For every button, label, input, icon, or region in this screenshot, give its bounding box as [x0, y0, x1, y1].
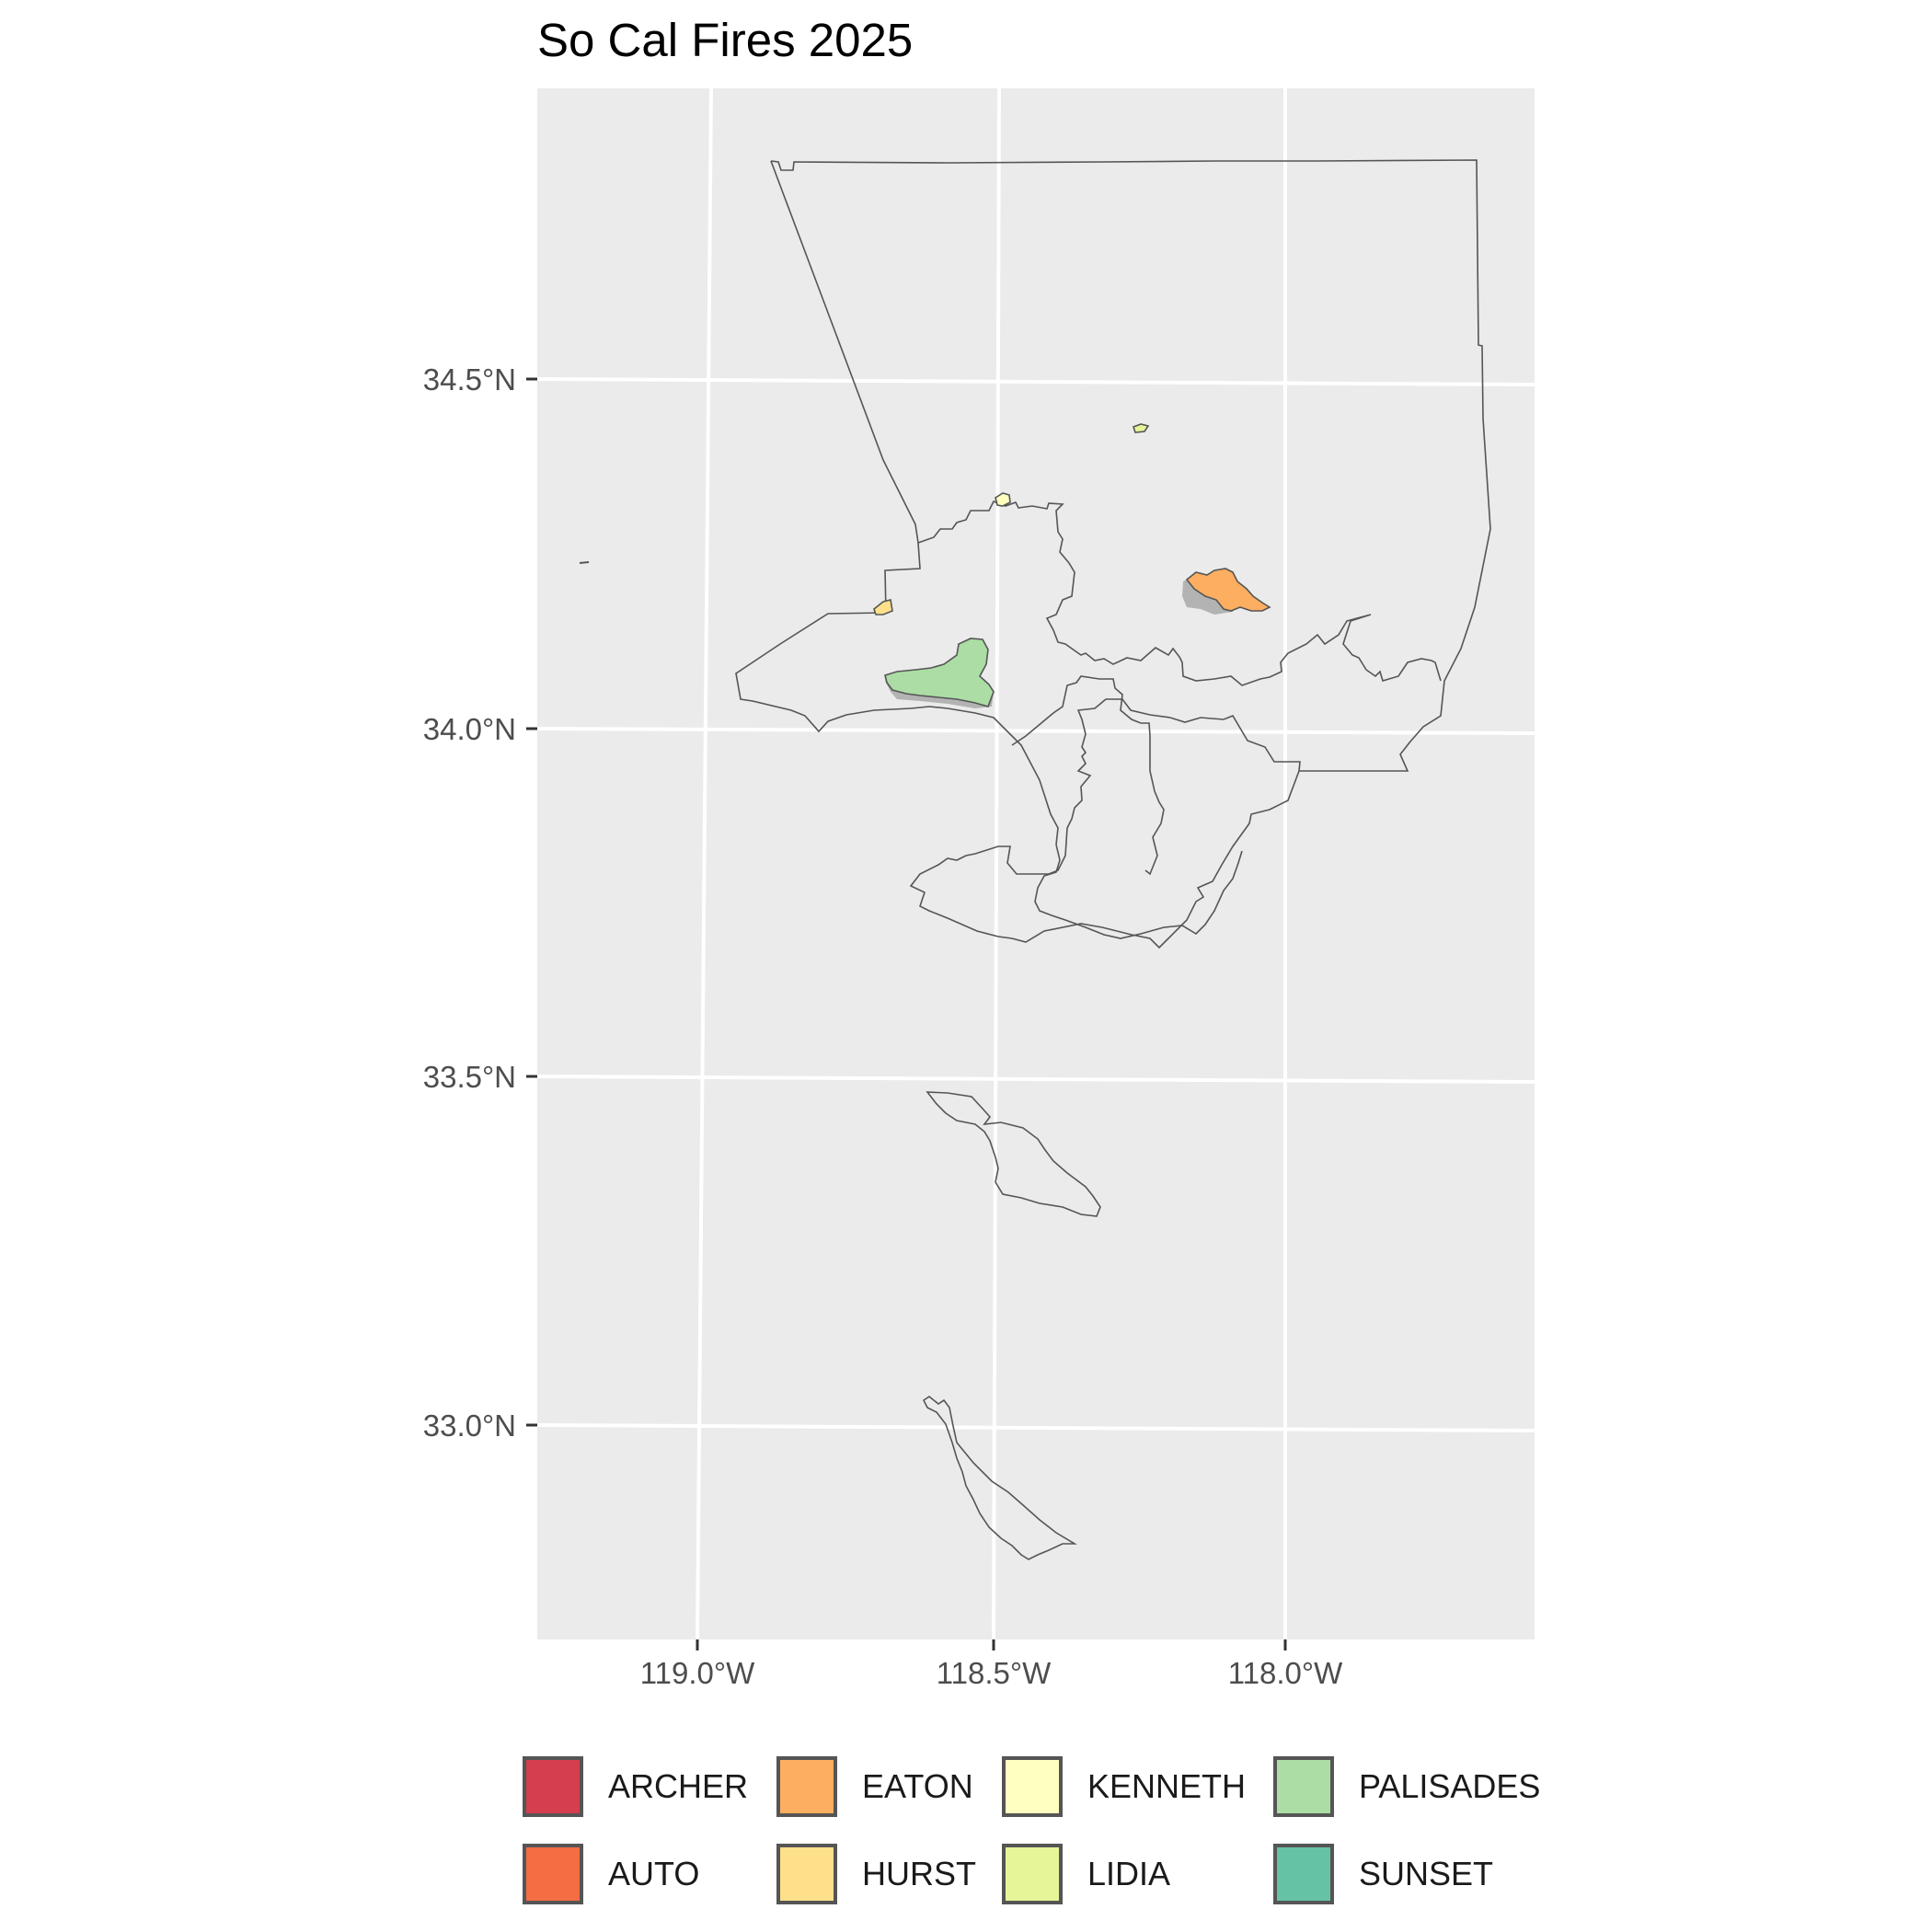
county-boundary-inner-south	[1011, 675, 1165, 876]
legend-swatch	[1002, 1756, 1063, 1817]
legend-swatch	[776, 1756, 837, 1817]
map-panel-background	[537, 88, 1535, 1639]
legend-label: AUTO	[608, 1855, 700, 1892]
y-tick-label: 33.0°N	[423, 1409, 516, 1443]
legend-item-lidia: LIDIA	[1002, 1843, 1170, 1905]
legend-swatch	[776, 1844, 837, 1904]
legend-label: PALISADES	[1359, 1767, 1541, 1805]
graticule	[536, 87, 1535, 1640]
legend-item-archer: ARCHER	[523, 1755, 748, 1818]
graticule-lat-34-5	[536, 377, 1535, 386]
x-tick-label: 118.0°W	[1228, 1656, 1343, 1690]
legend-swatch	[1273, 1844, 1334, 1904]
legend-item-kenneth: KENNETH	[1002, 1755, 1246, 1818]
map-title: So Cal Fires 2025	[537, 14, 914, 66]
legend-item-hurst: HURST	[776, 1843, 976, 1905]
legend-label: ARCHER	[608, 1767, 749, 1805]
county-boundary-inner-north	[917, 500, 1442, 686]
legend-swatch	[1273, 1756, 1334, 1817]
palisades-fire-perimeter	[884, 638, 995, 707]
y-tick-label: 34.5°N	[423, 362, 516, 397]
legend-label: EATON	[862, 1767, 973, 1805]
hurst-fire-perimeter	[873, 599, 893, 615]
santa-catalina-island	[926, 1091, 1101, 1217]
county-boundary-mainland	[770, 159, 1491, 949]
small-island-west	[579, 561, 590, 564]
county-boundary-harbor	[1034, 844, 1243, 939]
y-tick-label: 34.0°N	[423, 712, 516, 746]
san-clemente-island	[922, 1396, 1077, 1560]
kenneth-fire-perimeter	[995, 492, 1011, 507]
legend-swatch	[523, 1844, 583, 1904]
legend-swatch	[1002, 1844, 1063, 1904]
county-boundary-west	[735, 160, 1059, 845]
graticule-lon-118-5	[992, 87, 1001, 1640]
legend-swatch	[523, 1756, 583, 1817]
legend-label: HURST	[862, 1855, 976, 1892]
x-tick-label: 119.0°W	[640, 1656, 755, 1690]
graticule-lat-34-0	[536, 727, 1535, 735]
y-axis	[526, 377, 537, 1427]
legend-label: SUNSET	[1359, 1855, 1494, 1892]
x-axis	[696, 1639, 1287, 1650]
legend-item-palisades: PALISADES	[1273, 1755, 1540, 1818]
legend-item-auto: AUTO	[523, 1843, 699, 1905]
legend-item-eaton: EATON	[776, 1755, 973, 1818]
legend-label: LIDIA	[1087, 1855, 1171, 1892]
graticule-lat-33-0	[536, 1423, 1535, 1432]
legend-label: KENNETH	[1087, 1767, 1247, 1805]
graticule-lon-119-0	[696, 87, 713, 1640]
legend-item-sunset: SUNSET	[1273, 1843, 1493, 1905]
eaton-fire-perimeter	[1185, 568, 1271, 612]
legend: ARCHER AUTO EATON HURST KENNETH LIDIA PA…	[523, 1748, 1571, 1914]
y-tick-label: 33.5°N	[423, 1060, 516, 1094]
lidia-fire-perimeter	[1132, 423, 1150, 433]
x-tick-label: 118.5°W	[937, 1656, 1052, 1690]
